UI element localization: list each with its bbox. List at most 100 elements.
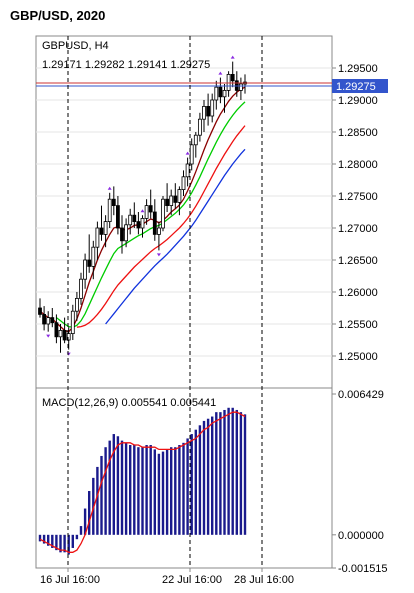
macd-bar bbox=[239, 412, 243, 535]
macd-bar bbox=[71, 534, 74, 548]
candle-body bbox=[202, 106, 206, 120]
macd-bar bbox=[141, 447, 144, 535]
candle-body bbox=[116, 205, 120, 229]
candle-body bbox=[54, 322, 59, 338]
price-tick-label: 1.25500 bbox=[338, 319, 378, 331]
macd-bar bbox=[104, 447, 107, 535]
macd-bar bbox=[149, 445, 152, 535]
fractal-up-icon bbox=[140, 209, 145, 213]
fractal-up-icon bbox=[218, 71, 223, 75]
candle-body bbox=[42, 313, 46, 325]
candle-body bbox=[181, 176, 186, 191]
macd-bar bbox=[153, 449, 156, 535]
candle-body bbox=[214, 86, 219, 101]
candle-body bbox=[99, 227, 104, 235]
price-tick-label: 1.26000 bbox=[338, 287, 378, 299]
macd-bar bbox=[211, 416, 214, 535]
macd-tick-label: -0.001515 bbox=[338, 563, 388, 575]
candle-body bbox=[111, 198, 116, 206]
macd-bar bbox=[157, 453, 161, 535]
candle-body bbox=[46, 317, 51, 325]
candle-body bbox=[62, 329, 67, 341]
macd-bar bbox=[206, 418, 210, 535]
ma-line-ma_blue bbox=[105, 148, 246, 325]
macd-bar bbox=[63, 534, 66, 553]
macd-bar bbox=[186, 438, 189, 535]
candle-body bbox=[222, 90, 227, 98]
fractal-down-icon bbox=[46, 334, 51, 338]
macd-bar bbox=[161, 451, 165, 535]
macd-bar bbox=[194, 429, 197, 535]
macd-bar bbox=[235, 409, 238, 535]
macd-bar bbox=[190, 434, 193, 535]
fractal-up-icon bbox=[230, 55, 235, 59]
macd-bar bbox=[243, 414, 247, 535]
macd-bar bbox=[129, 445, 132, 535]
candle-body bbox=[197, 118, 202, 136]
candle-body bbox=[132, 214, 137, 222]
price-tick-label: 1.26500 bbox=[338, 255, 378, 267]
macd-tick-label: 0.000000 bbox=[338, 530, 384, 542]
macd-bar bbox=[219, 412, 222, 535]
price-tick-label: 1.28500 bbox=[338, 127, 378, 139]
candle-body bbox=[136, 221, 141, 229]
ohlc-label: 1.29171 1.29282 1.29141 1.29275 bbox=[42, 59, 210, 71]
macd-bar bbox=[182, 442, 185, 535]
candle-body bbox=[140, 217, 145, 229]
macd-bar bbox=[174, 447, 177, 535]
candle-body bbox=[189, 144, 194, 165]
macd-bar bbox=[165, 449, 169, 535]
macd-bar bbox=[108, 440, 111, 535]
candle-body bbox=[156, 227, 161, 235]
macd-bar bbox=[231, 407, 234, 535]
candle-body bbox=[50, 317, 55, 324]
symbol-label: GBPUSD, H4 bbox=[42, 40, 109, 52]
macd-bar bbox=[137, 447, 140, 535]
price-tick-label: 1.25000 bbox=[338, 351, 378, 363]
macd-bar bbox=[42, 534, 46, 544]
candle-body bbox=[91, 246, 96, 267]
x-tick-label: 28 Jul 16:00 bbox=[234, 574, 294, 586]
candle-body bbox=[173, 195, 178, 203]
price-tick-label: 1.29500 bbox=[338, 63, 378, 75]
macd-bar bbox=[145, 445, 148, 535]
candle-body bbox=[38, 307, 42, 315]
candle-body bbox=[226, 74, 231, 91]
ma-line-ma_red bbox=[76, 125, 246, 328]
x-tick-label: 22 Jul 16:00 bbox=[162, 574, 222, 586]
macd-bar bbox=[198, 425, 202, 535]
macd-bar bbox=[202, 420, 206, 535]
candle-body bbox=[107, 198, 112, 222]
candle-body bbox=[124, 224, 128, 242]
candle-body bbox=[185, 163, 190, 178]
candle-body bbox=[144, 205, 149, 219]
macd-tick-label: 0.006429 bbox=[338, 389, 384, 401]
candle-body bbox=[230, 74, 235, 82]
candle-body bbox=[66, 333, 71, 341]
candle-body bbox=[218, 86, 223, 98]
macd-bar bbox=[55, 534, 58, 551]
macd-bar bbox=[100, 455, 103, 535]
fractal-down-icon bbox=[156, 253, 161, 257]
candle-body bbox=[238, 83, 243, 91]
macd-bar bbox=[178, 445, 181, 535]
price-tick-label: 1.29000 bbox=[338, 95, 378, 107]
app-title: GBP/USD, 2020 bbox=[10, 8, 106, 23]
candle-body bbox=[193, 134, 198, 146]
chart-svg[interactable]: 1.29500 1.29000 1.28500 1.28000 1.27500 1.270… bbox=[0, 34, 414, 588]
candle-body bbox=[161, 198, 165, 229]
candle-body bbox=[177, 189, 182, 203]
candle-body bbox=[79, 278, 83, 299]
macd-bar bbox=[133, 445, 136, 535]
candle-body bbox=[206, 106, 211, 117]
candle-body bbox=[169, 195, 174, 206]
macd-bar bbox=[227, 407, 230, 535]
macd-bar bbox=[47, 534, 50, 546]
candle-body bbox=[75, 297, 79, 312]
chart-area[interactable]: 1.29500 1.29000 1.28500 1.28000 1.27500 1.270… bbox=[0, 34, 414, 588]
macd-bar bbox=[120, 440, 124, 535]
candle-body bbox=[165, 198, 170, 206]
candle-body bbox=[83, 259, 87, 280]
candle-body bbox=[103, 221, 108, 235]
current-price-badge bbox=[332, 79, 388, 93]
